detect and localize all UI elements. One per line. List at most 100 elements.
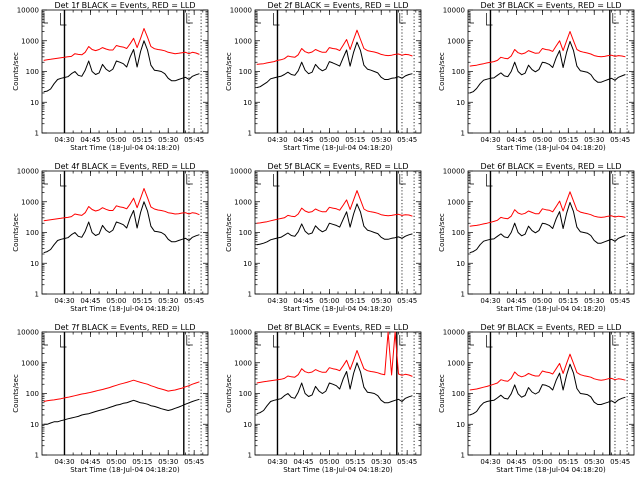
- x-tick-label: 05:45: [397, 297, 417, 305]
- x-tick-label: 04:45: [506, 297, 526, 305]
- bracket-marker: [399, 13, 406, 24]
- y-tick-label: 100: [26, 68, 39, 76]
- y-tick-label: 1: [461, 291, 465, 299]
- bracket-marker: [60, 335, 67, 348]
- x-tick-label: 05:00: [532, 297, 552, 305]
- y-tick-label: 1: [461, 130, 465, 138]
- bracket-marker: [486, 335, 493, 348]
- bracket-marker: [256, 174, 261, 185]
- y-tick-label: 100: [26, 390, 39, 398]
- y-tick-label: 10000: [17, 329, 39, 337]
- y-tick-label: 1: [248, 452, 252, 460]
- x-tick-label: 05:30: [371, 458, 391, 466]
- bracket-marker: [273, 13, 280, 26]
- y-axis-label: Counts/sec: [225, 374, 233, 413]
- y-tick-label: 10: [243, 421, 252, 429]
- series-events-line: [43, 40, 200, 93]
- y-axis-label: Counts/sec: [225, 213, 233, 252]
- x-tick-label: 05:45: [610, 297, 630, 305]
- bracket-marker: [256, 13, 261, 24]
- y-tick-label: 1000: [447, 37, 465, 45]
- y-tick-label: 10: [456, 421, 465, 429]
- x-tick-label: 05:15: [345, 136, 365, 144]
- y-tick-label: 1: [248, 291, 252, 299]
- series-lld-line: [256, 190, 413, 224]
- series-events-line: [256, 203, 413, 246]
- y-tick-label: 10000: [17, 7, 39, 15]
- panel-title: Det 6f BLACK = Events, RED = LLD: [480, 162, 621, 171]
- x-tick-label: 05:45: [397, 458, 417, 466]
- x-tick-label: 04:45: [506, 136, 526, 144]
- series-lld-line: [43, 188, 200, 222]
- bracket-marker: [612, 335, 619, 346]
- bracket-marker: [612, 174, 619, 185]
- y-tick-label: 1: [461, 452, 465, 460]
- panel-title: Det 5f BLACK = Events, RED = LLD: [267, 162, 408, 171]
- x-tick-label: 05:15: [132, 458, 152, 466]
- y-tick-label: 10: [456, 99, 465, 107]
- x-axis-label: Start Time (18-Jul-04 04:18:20): [283, 305, 393, 313]
- panel-det-3: Det 3f BLACK = Events, RED = LLD 1 10 100 10…: [438, 1, 635, 152]
- y-tick-label: 10: [243, 260, 252, 268]
- y-tick-label: 1000: [234, 37, 252, 45]
- y-tick-label: 10000: [443, 7, 465, 15]
- panel-title: Det 2f BLACK = Events, RED = LLD: [267, 1, 408, 10]
- x-tick-label: 05:30: [584, 297, 604, 305]
- bracket-marker: [612, 13, 619, 24]
- y-tick-label: 10000: [230, 329, 252, 337]
- y-tick-label: 100: [452, 390, 465, 398]
- y-tick-label: 10000: [230, 7, 252, 15]
- x-tick-label: 05:00: [319, 458, 339, 466]
- y-tick-label: 1: [35, 291, 39, 299]
- x-tick-label: 05:15: [558, 458, 578, 466]
- bracket-marker: [43, 335, 48, 346]
- series-events-line: [256, 362, 413, 415]
- y-tick-label: 10000: [17, 168, 39, 176]
- x-tick-label: 05:30: [158, 136, 178, 144]
- y-axis-label: Counts/sec: [12, 374, 20, 413]
- series-lld-line: [256, 331, 413, 384]
- y-tick-label: 10: [30, 260, 39, 268]
- series-lld-line: [43, 28, 200, 61]
- x-tick-label: 04:30: [480, 297, 500, 305]
- y-axis-label: Counts/sec: [12, 213, 20, 252]
- x-tick-label: 05:30: [371, 136, 391, 144]
- x-axis-label: Start Time (18-Jul-04 04:18:20): [283, 144, 393, 152]
- x-tick-label: 05:15: [558, 297, 578, 305]
- x-axis-label: Start Time (18-Jul-04 04:18:20): [496, 144, 606, 152]
- x-tick-label: 05:15: [345, 458, 365, 466]
- y-axis-label: Counts/sec: [438, 374, 446, 413]
- y-tick-label: 100: [239, 68, 252, 76]
- x-tick-label: 05:45: [184, 136, 204, 144]
- x-tick-label: 05:45: [610, 458, 630, 466]
- x-tick-label: 05:45: [184, 297, 204, 305]
- x-tick-label: 04:45: [506, 458, 526, 466]
- bracket-marker: [399, 335, 406, 346]
- panel-title: Det 9f BLACK = Events, RED = LLD: [480, 323, 621, 332]
- bracket-marker: [469, 174, 474, 185]
- y-tick-label: 100: [239, 390, 252, 398]
- bracket-marker: [60, 174, 67, 187]
- y-tick-label: 100: [26, 229, 39, 237]
- x-tick-label: 05:30: [158, 297, 178, 305]
- y-tick-label: 10: [30, 421, 39, 429]
- x-tick-label: 05:30: [371, 297, 391, 305]
- panel-det-4: Det 4f BLACK = Events, RED = LLD 1 10 100 10…: [12, 162, 209, 313]
- series-events-line: [469, 40, 626, 94]
- x-tick-label: 04:30: [267, 458, 287, 466]
- y-tick-label: 1: [248, 130, 252, 138]
- x-tick-label: 05:30: [584, 458, 604, 466]
- x-tick-label: 05:15: [345, 297, 365, 305]
- x-tick-label: 04:30: [480, 136, 500, 144]
- series-lld-line: [256, 29, 413, 65]
- x-tick-label: 05:15: [132, 136, 152, 144]
- x-tick-label: 04:30: [267, 297, 287, 305]
- bracket-marker: [186, 13, 193, 24]
- bracket-marker: [186, 335, 193, 346]
- x-tick-label: 04:30: [54, 458, 74, 466]
- panel-det-7: Det 7f BLACK = Events, RED = LLD 1 10 100 10…: [12, 323, 209, 474]
- y-tick-label: 100: [452, 229, 465, 237]
- x-tick-label: 05:30: [584, 136, 604, 144]
- x-tick-label: 05:00: [106, 136, 126, 144]
- x-tick-label: 04:45: [293, 297, 313, 305]
